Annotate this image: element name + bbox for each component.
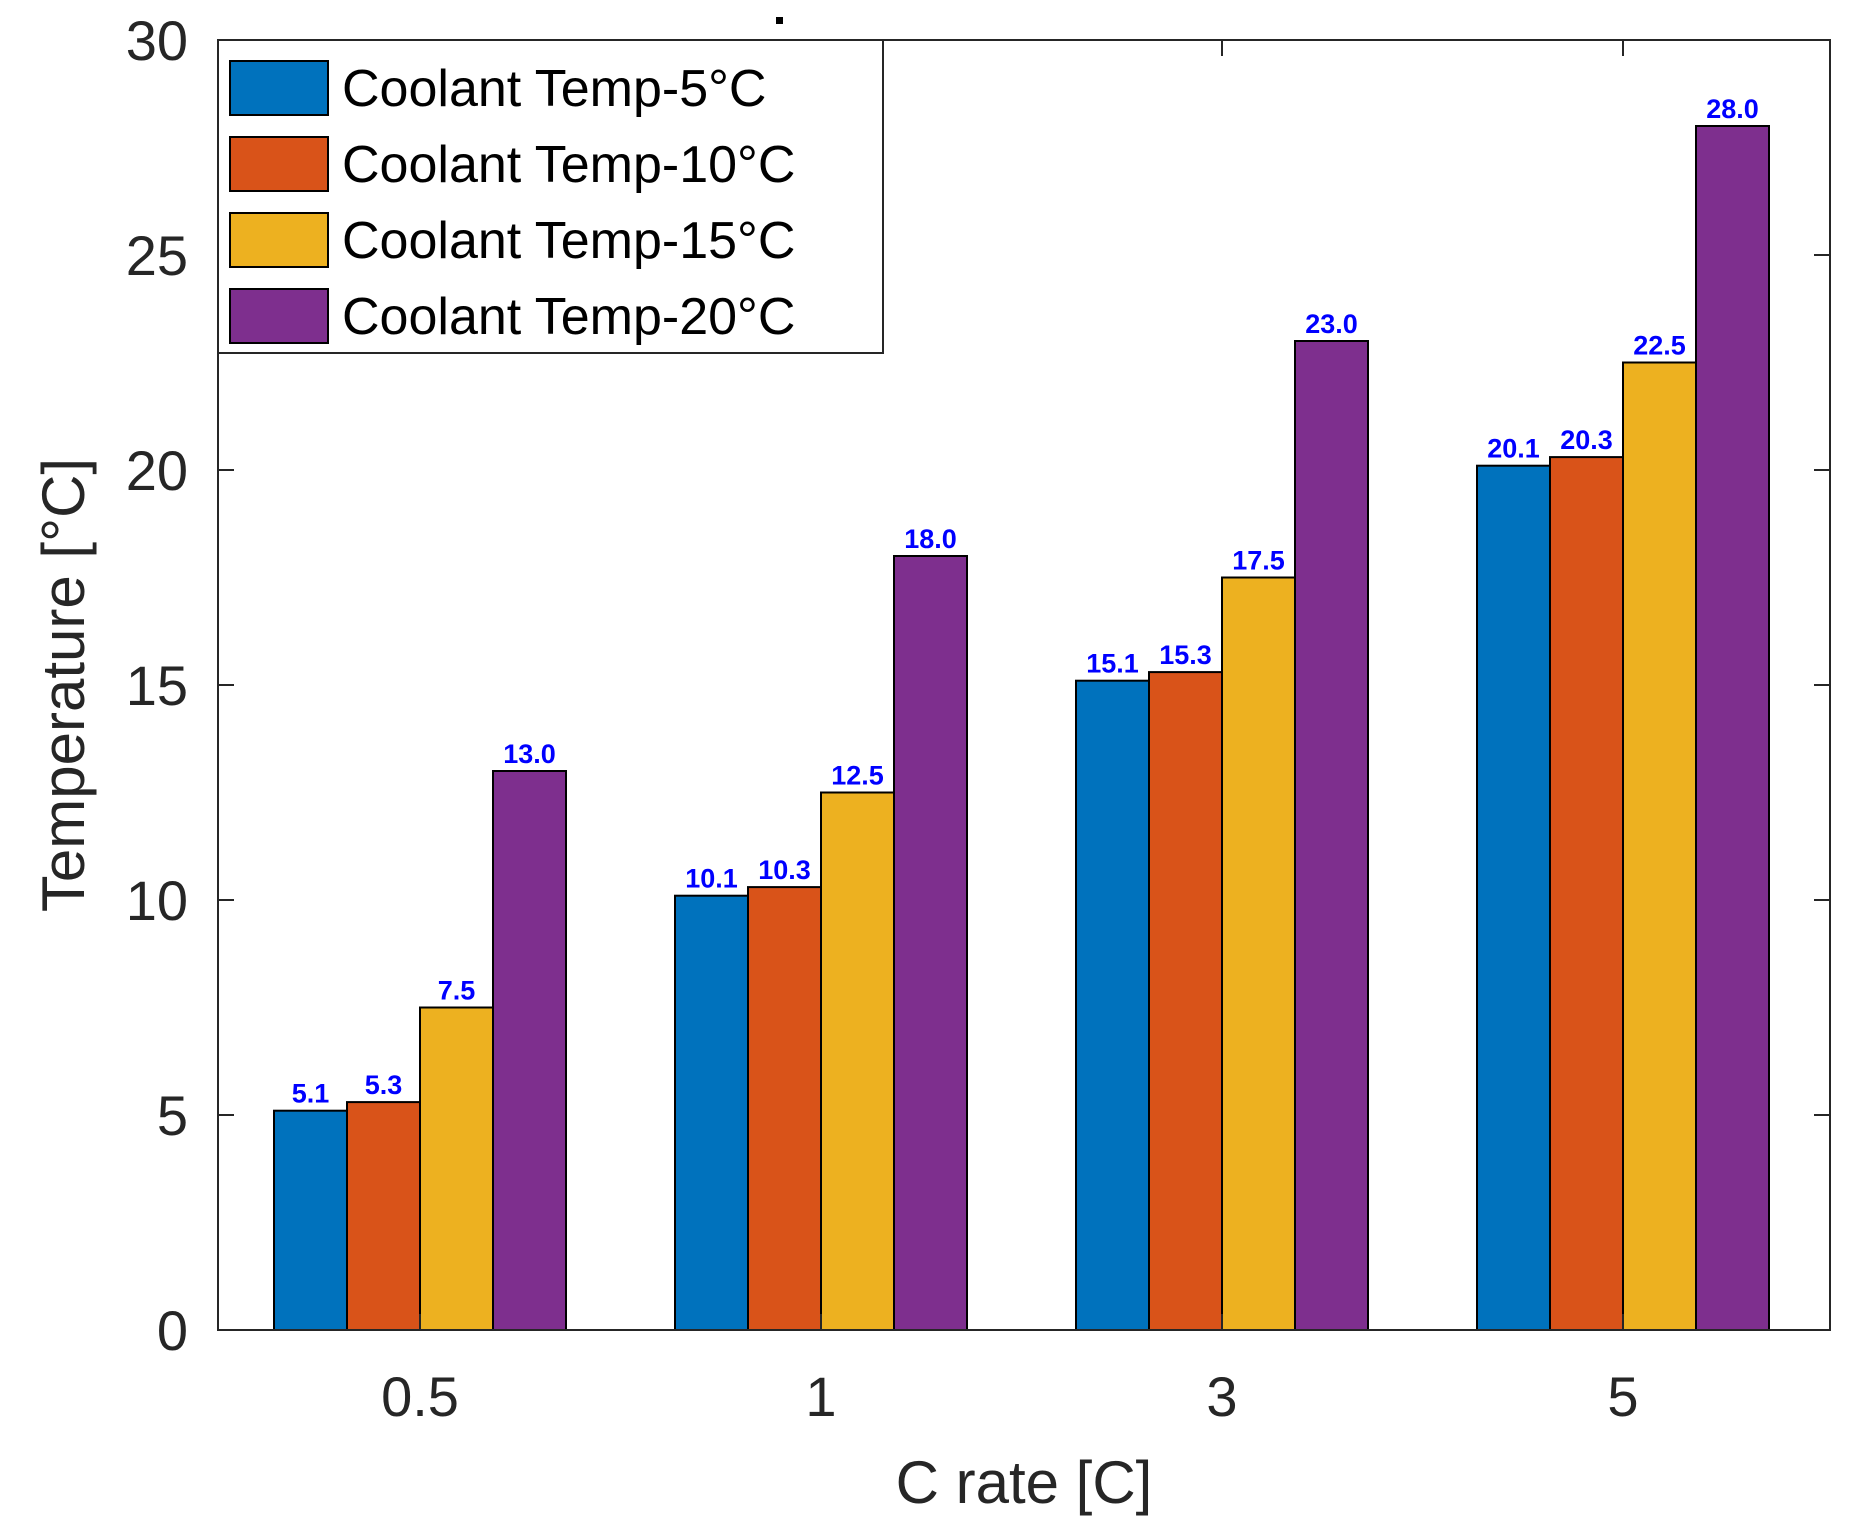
x-tick-label: 5: [1607, 1365, 1638, 1428]
axes-group: 0 5 10 15 20 25 30 0.5 1 3 5: [126, 9, 1831, 1428]
bar-3-series-4: [1294, 340, 1369, 1331]
legend-swatch-series-1: [229, 60, 329, 116]
data-label: 15.3: [1159, 640, 1212, 670]
data-label: 20.3: [1560, 425, 1613, 455]
bar-1-series-1: [674, 894, 749, 1331]
data-label: 28.0: [1706, 94, 1759, 124]
bar-1-series-4: [893, 555, 968, 1331]
data-label: 15.1: [1086, 649, 1139, 679]
title-mark: [776, 17, 783, 24]
y-tick-label: 20: [126, 439, 188, 502]
bar-5-series-3: [1622, 361, 1697, 1331]
bar-0.5-series-1: [273, 1109, 348, 1331]
legend-swatch-series-2: [229, 136, 329, 192]
x-tick-label: 3: [1206, 1365, 1237, 1428]
legend-label-series-3: Coolant Temp-15°C: [342, 212, 795, 270]
bar-0.5-series-3: [419, 1006, 494, 1331]
y-tick-label: 15: [126, 654, 188, 717]
bar-5-series-4: [1695, 125, 1770, 1331]
bars-group: [273, 125, 1770, 1332]
bar-5-series-2: [1549, 456, 1624, 1332]
y-tick-label: 10: [126, 869, 188, 932]
bar-1-series-2: [747, 886, 822, 1331]
data-labels-group: 5.1 10.1 15.1 20.1 5.3 10.3 15.3 20.3 7.5 12.5 17.…: [292, 94, 1759, 1109]
legend-label-series-4: Coolant Temp-20°C: [342, 288, 795, 346]
data-label: 10.1: [685, 864, 738, 894]
x-tick-label: 1: [805, 1365, 836, 1428]
data-label: 20.1: [1487, 434, 1540, 464]
data-label: 10.3: [758, 855, 811, 885]
legend-label-series-2: Coolant Temp-10°C: [342, 136, 795, 194]
data-label: 13.0: [503, 739, 556, 769]
y-tick-label: 25: [126, 224, 188, 287]
legend-swatch-series-3: [229, 212, 329, 268]
y-axis-title: Temperature [°C]: [30, 458, 97, 912]
legend: Coolant Temp-5°C Coolant Temp-10°C Coolant…: [217, 39, 884, 354]
data-label: 22.5: [1633, 331, 1686, 361]
data-label: 5.1: [292, 1079, 330, 1109]
legend-swatch-series-4: [229, 288, 329, 344]
data-label: 23.0: [1305, 309, 1358, 339]
bar-3-series-1: [1075, 679, 1150, 1331]
y-tick-label: 0: [157, 1299, 188, 1362]
bar-1-series-3: [820, 791, 895, 1331]
data-label: 7.5: [438, 976, 476, 1006]
data-label: 18.0: [904, 524, 957, 554]
x-tick-label: 0.5: [381, 1365, 459, 1428]
bar-5-series-1: [1476, 464, 1551, 1331]
bar-0.5-series-2: [346, 1101, 421, 1331]
bar-3-series-3: [1221, 576, 1296, 1331]
data-label: 12.5: [831, 761, 884, 791]
data-label: 17.5: [1232, 546, 1285, 576]
y-tick-label: 30: [126, 9, 188, 72]
legend-label-series-1: Coolant Temp-5°C: [342, 60, 766, 118]
y-tick-label: 5: [157, 1084, 188, 1147]
bar-3-series-2: [1148, 671, 1223, 1331]
bar-0.5-series-4: [492, 770, 567, 1331]
data-label: 5.3: [365, 1070, 403, 1100]
x-axis-title: C rate [C]: [896, 1449, 1153, 1516]
